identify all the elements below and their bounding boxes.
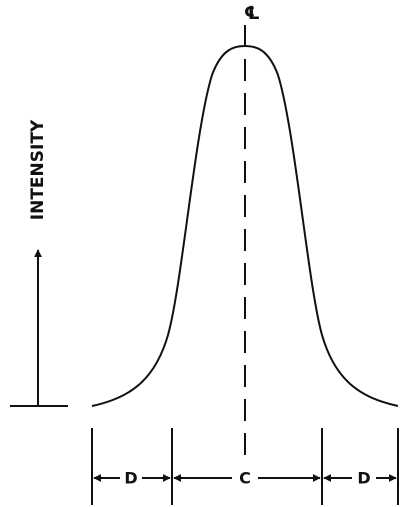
dimension-label: D: [124, 469, 137, 488]
centerline-label: ℄: [244, 3, 260, 24]
dimension-label: D: [357, 469, 370, 488]
axis-label: INTENSITY: [28, 119, 48, 220]
dimension-label: C: [239, 469, 251, 488]
